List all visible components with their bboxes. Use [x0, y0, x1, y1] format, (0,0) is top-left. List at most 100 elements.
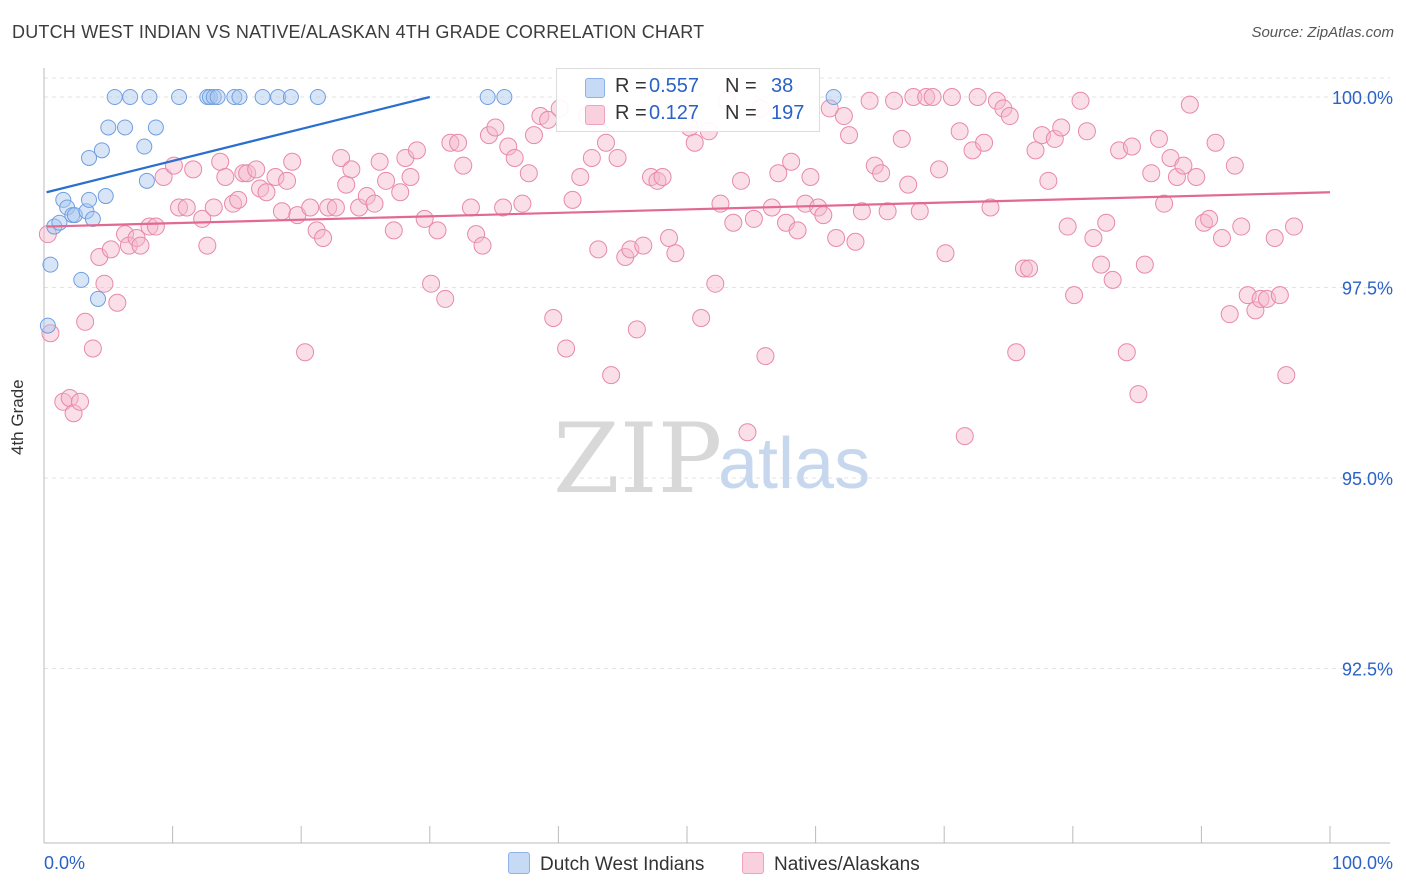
data-point	[1200, 209, 1219, 228]
data-point	[840, 126, 859, 145]
data-point	[724, 213, 743, 232]
data-point	[309, 89, 326, 105]
data-point	[108, 293, 127, 312]
data-point	[950, 122, 969, 141]
data-point	[154, 168, 173, 187]
data-point	[494, 198, 513, 217]
data-point	[1142, 164, 1161, 183]
legend-r-value: 0.127	[649, 102, 700, 124]
x-ticks	[43, 826, 1331, 843]
data-point	[407, 141, 426, 160]
data-point	[910, 202, 929, 221]
data-point	[71, 392, 90, 411]
axes	[43, 68, 1390, 844]
data-point	[307, 221, 326, 240]
data-point	[136, 138, 153, 155]
trend-line	[46, 191, 1331, 228]
data-point	[872, 164, 891, 183]
data-point	[198, 236, 217, 255]
data-point	[975, 133, 994, 152]
data-point	[519, 164, 538, 183]
data-point	[64, 404, 83, 423]
data-point	[860, 91, 879, 110]
data-point	[1122, 137, 1141, 156]
data-point	[496, 89, 513, 105]
data-point	[441, 133, 460, 152]
chart-title: DUTCH WEST INDIAN VS NATIVE/ALASKAN 4TH …	[12, 22, 705, 42]
data-point	[141, 89, 158, 105]
data-point	[449, 133, 468, 152]
data-point	[83, 339, 102, 358]
legend-label-dutch-west-indians: Dutch West Indians	[540, 854, 705, 875]
data-point	[1077, 122, 1096, 141]
y-tick-label: 92.5%	[1342, 660, 1393, 680]
legend-r-label: R =	[615, 75, 647, 97]
natives-alaskans-points	[38, 88, 1303, 446]
data-point	[1026, 141, 1045, 160]
data-point	[930, 160, 949, 179]
legend-label-natives-alaskans: Natives/Alaskans	[774, 854, 920, 875]
data-point	[257, 183, 276, 202]
data-point	[852, 202, 871, 221]
data-point	[101, 240, 120, 259]
data-point	[904, 88, 923, 106]
data-point	[801, 168, 820, 187]
data-point	[138, 172, 155, 189]
data-point	[205, 89, 222, 105]
data-point	[1135, 255, 1154, 274]
data-point	[955, 427, 974, 446]
source-credit: Source: ZipAtlas.com	[1251, 24, 1394, 41]
data-point	[634, 236, 653, 255]
data-point	[1167, 168, 1186, 187]
data-point	[1155, 194, 1174, 213]
data-point	[1149, 129, 1168, 148]
data-point	[422, 274, 441, 293]
data-point	[479, 126, 498, 145]
data-point	[917, 88, 936, 106]
data-point	[270, 89, 287, 105]
data-point	[666, 244, 685, 263]
data-point	[461, 198, 480, 217]
y-tick-label: 100.0%	[1332, 88, 1393, 108]
data-point	[171, 89, 188, 105]
data-point	[1277, 366, 1296, 385]
data-point	[865, 156, 884, 175]
data-point	[370, 152, 389, 171]
data-point	[140, 217, 159, 236]
data-point	[738, 423, 757, 442]
data-point	[177, 198, 196, 217]
correlation-legend: R = 0.557 N = 38 R = 0.127 N = 197	[556, 68, 820, 132]
data-point	[1052, 118, 1071, 137]
data-point	[116, 225, 135, 244]
data-point	[923, 88, 942, 106]
data-point	[706, 274, 725, 293]
data-point	[987, 91, 1006, 110]
data-point	[209, 89, 226, 105]
data-point	[732, 171, 751, 190]
data-point	[981, 198, 1000, 217]
data-point	[365, 194, 384, 213]
data-point	[825, 89, 842, 105]
data-point	[76, 312, 95, 331]
data-point	[1206, 133, 1225, 152]
data-point	[211, 152, 230, 171]
data-point	[326, 198, 345, 217]
data-point	[892, 129, 911, 148]
data-point	[885, 91, 904, 110]
data-point	[1117, 343, 1136, 362]
data-point	[827, 228, 846, 247]
trend-line	[46, 95, 431, 194]
data-point	[1220, 305, 1239, 324]
data-point	[1045, 129, 1064, 148]
data-point	[81, 191, 98, 208]
legend-n-value: 38	[771, 75, 794, 97]
data-point	[1071, 91, 1090, 110]
data-point	[357, 187, 376, 206]
data-point	[499, 137, 518, 156]
data-point	[692, 308, 711, 327]
data-point	[1251, 289, 1270, 308]
data-point	[608, 148, 627, 167]
legend-n-label: N =	[725, 75, 757, 97]
data-point	[878, 202, 897, 221]
